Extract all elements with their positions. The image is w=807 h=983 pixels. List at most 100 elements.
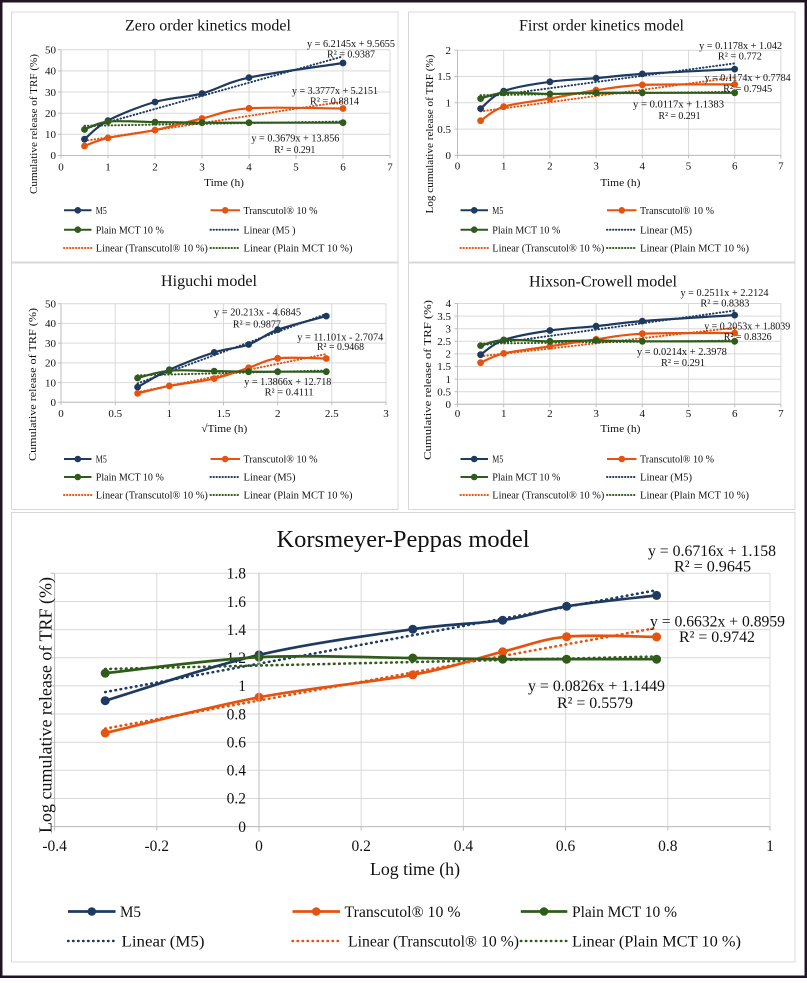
svg-text:R² = 0.7945: R² = 0.7945 xyxy=(723,84,772,95)
svg-text:2: 2 xyxy=(152,162,158,174)
svg-text:7: 7 xyxy=(387,162,393,174)
svg-text:y = 0.1178x + 1.042: y = 0.1178x + 1.042 xyxy=(699,41,782,52)
svg-text:1: 1 xyxy=(501,408,507,420)
svg-text:√Time (h): √Time (h) xyxy=(201,423,247,435)
svg-text:y = 0.2511x + 2.2124: y = 0.2511x + 2.2124 xyxy=(681,288,770,299)
svg-text:0.5: 0.5 xyxy=(437,124,451,136)
svg-text:20: 20 xyxy=(45,358,57,370)
svg-text:R² = 0.8383: R² = 0.8383 xyxy=(700,299,749,310)
svg-text:0: 0 xyxy=(446,150,452,162)
svg-text:0: 0 xyxy=(51,150,57,162)
svg-text:y = 11.101x - 2.7074: y = 11.101x - 2.7074 xyxy=(297,332,384,343)
svg-text:y = 0.2053x + 1.8039: y = 0.2053x + 1.8039 xyxy=(704,321,790,332)
svg-text:Plain MCT 10 %: Plain MCT 10 % xyxy=(572,904,677,921)
svg-text:Cumulative release of TRF (%): Cumulative release of TRF (%) xyxy=(28,54,40,194)
svg-text:3: 3 xyxy=(593,408,599,420)
svg-text:Linear (Plain MCT 10 %): Linear (Plain MCT 10 %) xyxy=(244,244,353,255)
svg-text:R² = 0.9742: R² = 0.9742 xyxy=(679,629,755,646)
svg-text:M5: M5 xyxy=(492,455,503,466)
svg-text:R² = 0.9877: R² = 0.9877 xyxy=(233,320,281,331)
svg-text:y = 0.1174x + 0.7784: y = 0.1174x + 0.7784 xyxy=(705,73,792,84)
svg-text:Linear (Transcutol® 10 %): Linear (Transcutol® 10 %) xyxy=(348,933,519,950)
svg-text:6: 6 xyxy=(340,162,346,174)
svg-text:1.5: 1.5 xyxy=(437,361,451,373)
svg-text:Cumulative release of TRF (%): Cumulative release of TRF (%) xyxy=(422,300,434,460)
svg-text:30: 30 xyxy=(45,338,57,350)
svg-text:0: 0 xyxy=(455,408,461,420)
svg-text:50: 50 xyxy=(45,298,57,310)
svg-text:R² = 0.8326: R² = 0.8326 xyxy=(724,332,772,343)
svg-text:y = 20.213x - 4.6845: y = 20.213x - 4.6845 xyxy=(214,308,301,319)
svg-text:2: 2 xyxy=(446,45,452,57)
svg-text:5: 5 xyxy=(293,162,299,174)
svg-text:R² = 0.8814: R² = 0.8814 xyxy=(310,97,360,108)
svg-text:y = 3.3777x + 5.2151: y = 3.3777x + 5.2151 xyxy=(292,86,378,97)
svg-text:R² = 0.4111: R² = 0.4111 xyxy=(265,388,314,399)
svg-text:4: 4 xyxy=(640,161,646,173)
svg-text:3: 3 xyxy=(446,323,452,335)
svg-text:0: 0 xyxy=(58,162,64,174)
svg-text:30: 30 xyxy=(45,87,57,99)
svg-text:Linear (Plain MCT 10 %): Linear (Plain MCT 10 %) xyxy=(572,933,741,950)
svg-text:2: 2 xyxy=(275,408,281,420)
svg-text:0.8: 0.8 xyxy=(658,838,678,855)
svg-text:Cumulative release of TRF (%): Cumulative release of TRF (%) xyxy=(27,308,39,461)
svg-text:Plain MCT 10 %: Plain MCT 10 % xyxy=(492,225,560,236)
svg-text:M5: M5 xyxy=(120,904,141,921)
svg-text:3: 3 xyxy=(199,162,205,174)
svg-text:Transcutol® 10 %: Transcutol® 10 % xyxy=(640,455,714,466)
svg-text:Linear (M5): Linear (M5) xyxy=(640,225,693,236)
svg-text:1.6: 1.6 xyxy=(227,594,247,611)
svg-text:Time (h): Time (h) xyxy=(204,177,244,189)
svg-text:4: 4 xyxy=(246,162,252,174)
svg-text:Linear (Transcutol® 10 %): Linear (Transcutol® 10 %) xyxy=(96,244,208,255)
svg-text:1: 1 xyxy=(238,678,246,695)
svg-text:20: 20 xyxy=(45,108,57,120)
svg-text:M5: M5 xyxy=(96,455,107,466)
svg-text:1.4: 1.4 xyxy=(227,622,247,639)
svg-text:1.5: 1.5 xyxy=(217,408,231,420)
svg-text:y = 0.6632x + 0.8959: y = 0.6632x + 0.8959 xyxy=(650,613,785,630)
svg-text:2: 2 xyxy=(446,349,452,361)
svg-text:y = 0.3679x + 13.856: y = 0.3679x + 13.856 xyxy=(251,133,339,144)
svg-text:Transcutol® 10 %: Transcutol® 10 % xyxy=(345,904,461,921)
svg-text:6: 6 xyxy=(732,161,738,173)
svg-text:Linear (Plain MCT 10 %): Linear (Plain MCT 10 %) xyxy=(244,491,353,502)
svg-text:4: 4 xyxy=(640,408,646,420)
svg-text:First order kinetics model: First order kinetics model xyxy=(519,18,685,35)
svg-text:3.5: 3.5 xyxy=(437,311,451,323)
svg-text:Log cumulative release of TRF: Log cumulative release of TRF (%) xyxy=(36,577,57,833)
svg-text:6: 6 xyxy=(732,408,738,420)
svg-text:y = 0.6716x + 1.158: y = 0.6716x + 1.158 xyxy=(648,543,776,560)
svg-text:Time (h): Time (h) xyxy=(600,177,640,189)
svg-text:0.4: 0.4 xyxy=(227,763,247,780)
svg-text:y = 0.0117x + 1.1383: y = 0.0117x + 1.1383 xyxy=(633,99,724,110)
svg-text:Zero order kinetics model: Zero order kinetics model xyxy=(125,18,292,35)
svg-text:y = 1.3866x + 12.718: y = 1.3866x + 12.718 xyxy=(244,377,331,388)
svg-text:R² = 0.291: R² = 0.291 xyxy=(661,358,705,369)
svg-text:3: 3 xyxy=(593,161,599,173)
svg-text:y = 0.0214x + 2.3978: y = 0.0214x + 2.3978 xyxy=(637,347,727,358)
svg-text:M5: M5 xyxy=(492,206,503,217)
svg-text:Linear (Transcutol® 10 %): Linear (Transcutol® 10 %) xyxy=(96,491,208,502)
svg-text:1.5: 1.5 xyxy=(437,71,451,83)
svg-text:-0.2: -0.2 xyxy=(145,838,170,855)
svg-text:0.5: 0.5 xyxy=(437,386,451,398)
svg-text:0: 0 xyxy=(238,819,246,836)
svg-text:0.2: 0.2 xyxy=(352,838,371,855)
svg-text:0: 0 xyxy=(58,408,64,420)
svg-text:Linear (Plain MCT 10 %): Linear (Plain MCT 10 %) xyxy=(640,491,749,502)
svg-text:Transcutol® 10 %: Transcutol® 10 % xyxy=(244,206,318,217)
svg-text:1: 1 xyxy=(446,374,452,386)
svg-text:Linear (M5): Linear (M5) xyxy=(640,473,693,484)
svg-text:2.5: 2.5 xyxy=(325,408,339,420)
svg-text:Transcutol® 10 %: Transcutol® 10 % xyxy=(640,206,714,217)
svg-text:5: 5 xyxy=(686,408,692,420)
svg-text:R² = 0.9645: R² = 0.9645 xyxy=(674,558,751,575)
svg-text:Linear (Plain MCT 10 %): Linear (Plain MCT 10 %) xyxy=(640,244,749,255)
svg-text:y = 0.0826x + 1.1449: y = 0.0826x + 1.1449 xyxy=(528,678,665,695)
svg-text:2.5: 2.5 xyxy=(437,336,451,348)
svg-text:0: 0 xyxy=(446,399,452,411)
svg-text:1: 1 xyxy=(446,98,452,110)
svg-text:Log time (h): Log time (h) xyxy=(370,859,460,879)
